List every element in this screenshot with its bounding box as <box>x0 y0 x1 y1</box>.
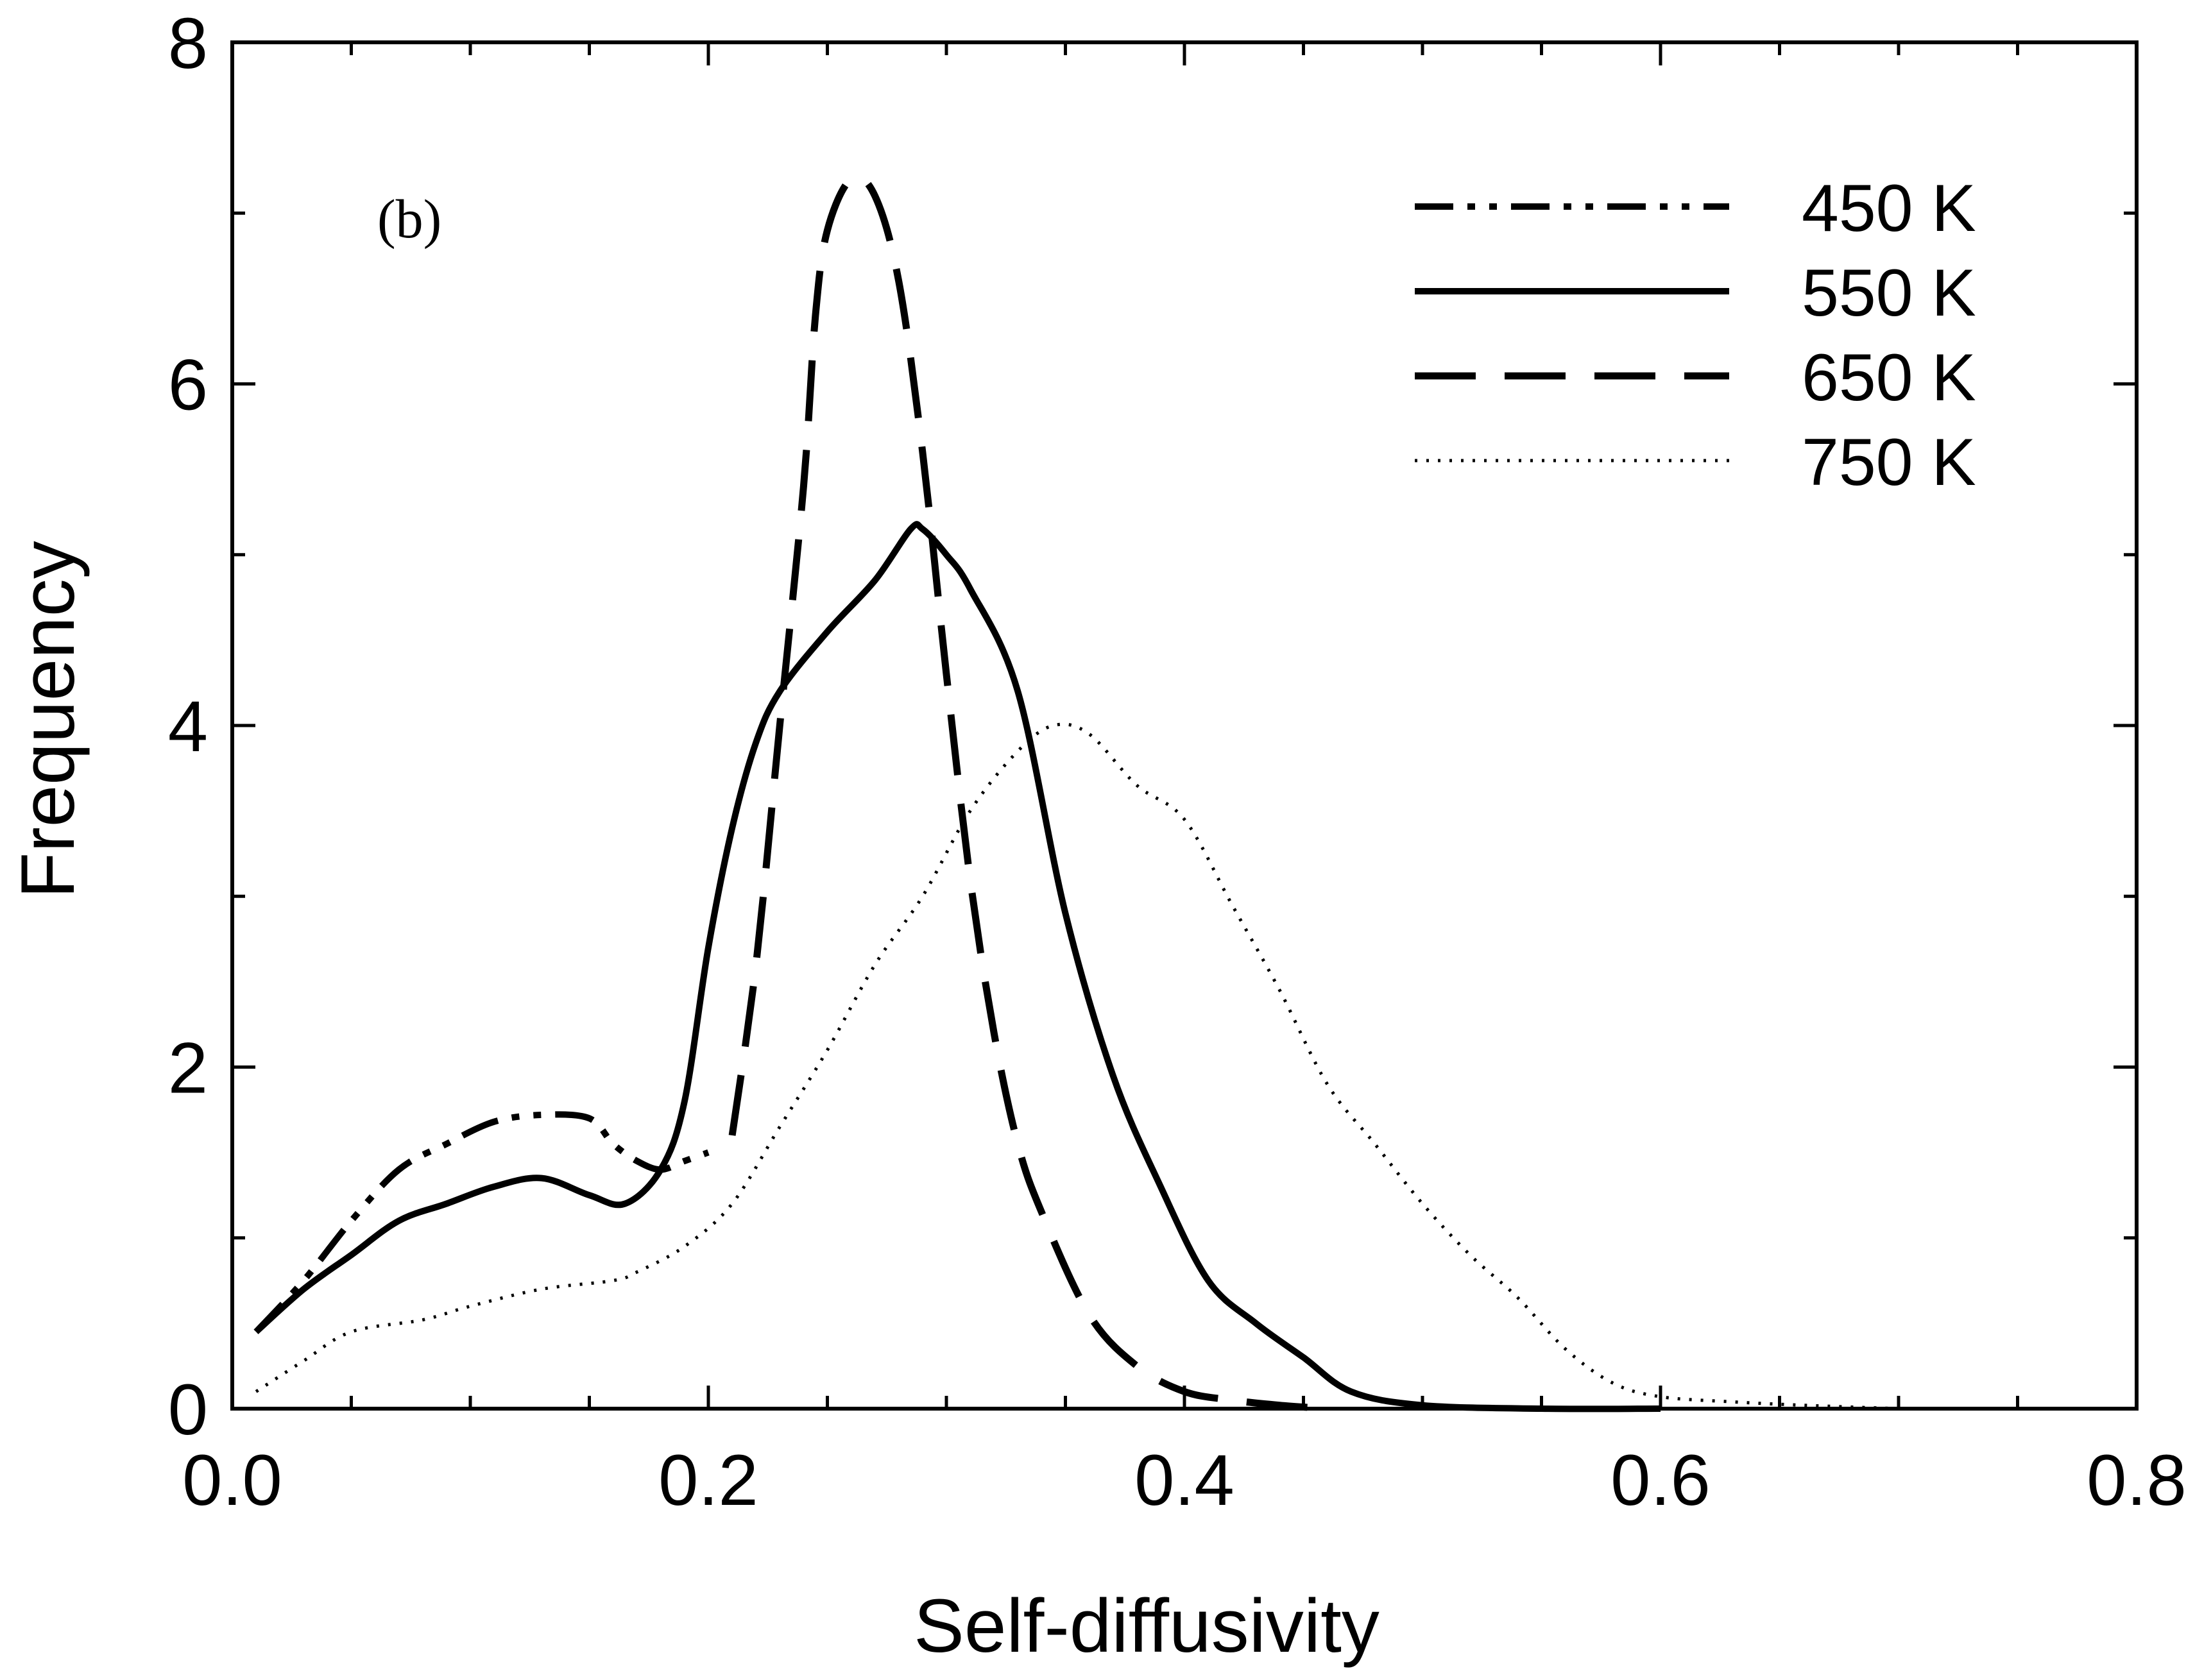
legend-label: 650 K <box>1802 341 1976 415</box>
axes: 0.0 0.2 0.4 0.6 0.8 0 2 4 6 8 <box>168 3 2187 1520</box>
x-axis-label: Self-diffusivity <box>914 1584 1379 1668</box>
plot-frame <box>230 40 2139 1411</box>
x-tick-label: 0.2 <box>658 1440 758 1520</box>
y-tick-label: 6 <box>168 345 208 425</box>
legend-label: 450 K <box>1802 171 1976 246</box>
series-line-550-k <box>253 521 1661 1413</box>
x-tick-label: 0.8 <box>2087 1440 2187 1520</box>
x-tick-label: 0.6 <box>1610 1440 1711 1520</box>
legend-label: 750 K <box>1802 425 1976 500</box>
y-axis-label: Frequency <box>6 541 90 899</box>
legend: 450 K 550 K 650 K 750 K <box>1415 171 1976 500</box>
data-curves <box>253 173 1899 1413</box>
x-tick-label: 0.0 <box>182 1440 282 1520</box>
series-line-450-k <box>253 1111 710 1334</box>
x-tick-label: 0.4 <box>1134 1440 1234 1520</box>
panel-label: (b) <box>377 188 441 250</box>
series-line-750-k <box>255 722 1899 1411</box>
y-tick-label: 8 <box>168 3 208 83</box>
y-tick-label: 0 <box>168 1370 208 1450</box>
series-line-650-k <box>728 173 1328 1413</box>
y-tick-label: 2 <box>168 1028 208 1108</box>
legend-label: 550 K <box>1802 256 1976 330</box>
y-tick-label: 4 <box>168 686 208 767</box>
